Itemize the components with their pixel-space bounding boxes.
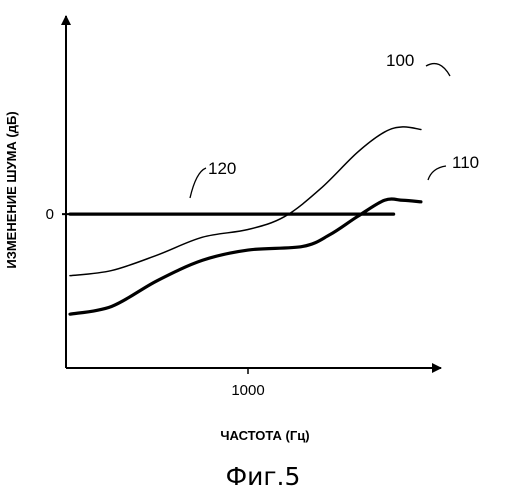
callout-label-120: 120 [208,159,236,178]
series-layer [70,127,421,314]
callout-leader-120 [190,168,206,198]
y-axis-title: ИЗМЕНЕНИЕ ШУМА (дБ) [4,111,19,268]
x-axis-title: ЧАСТОТА (Гц) [220,428,309,443]
callout-label-110: 110 [452,153,479,172]
series-line-110 [70,199,421,314]
callout-leader-110 [428,166,446,180]
callout-label-100: 100 [386,51,414,70]
x-tick-label-1000: 1000 [231,382,264,399]
figure-caption: Фиг.5 [226,462,301,491]
series-line-100 [70,127,421,276]
y-tick-label-0: 0 [46,206,54,223]
callout-leader-100 [426,64,450,76]
